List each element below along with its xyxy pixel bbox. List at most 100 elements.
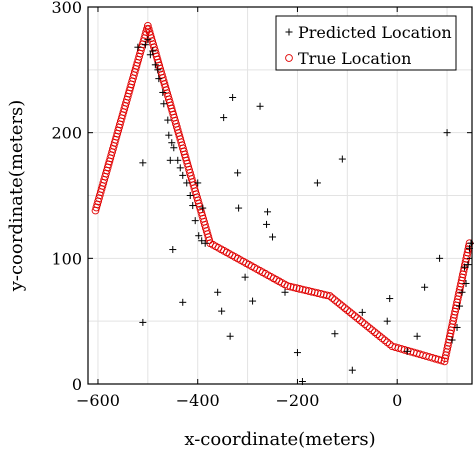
predicted-location-point [443, 129, 451, 137]
predicted-location-point [462, 279, 470, 287]
true-location-point [338, 302, 347, 310]
legend-label-true: True Location [298, 49, 411, 68]
true-location-point [304, 287, 313, 295]
true-location-point [380, 336, 389, 345]
x-tick-label: −400 [176, 391, 220, 410]
predicted-location-point [448, 336, 456, 344]
legend-circle-icon [285, 54, 293, 62]
axis-ticks: −600 −400 −200 0 0 100 200 300 [51, 0, 472, 410]
predicted-location-point [421, 283, 429, 291]
y-tick-label: 100 [51, 249, 82, 268]
true-location-point [340, 304, 349, 312]
predicted-location-point [269, 233, 277, 241]
true-location-point [363, 322, 372, 331]
true-location-point [333, 298, 342, 306]
true-location-point [370, 328, 379, 337]
predicted-location-point [453, 323, 461, 331]
true-location-point [345, 308, 354, 316]
predicted-location-point [293, 349, 301, 357]
predicted-location-point [139, 159, 147, 167]
legend-box [275, 15, 457, 71]
predicted-location-point [186, 192, 194, 199]
predicted-location-point [174, 156, 182, 164]
predicted-location-point [151, 61, 159, 69]
predicted-location-point [165, 131, 173, 139]
predicted-location-point [263, 220, 271, 228]
true-location-point [331, 296, 339, 304]
predicted-location-point [220, 114, 228, 122]
legend-marker-predicted [285, 28, 293, 36]
true-location-point [358, 318, 367, 327]
predicted-location-point [189, 202, 197, 210]
legend-plus-icon [285, 28, 293, 36]
predicted-location-point [194, 179, 202, 187]
predicted-location-point [241, 273, 249, 281]
true-location-point [319, 290, 328, 299]
predicted-location-point [331, 330, 339, 338]
true-location-point [343, 306, 352, 314]
predicted-location-point [348, 366, 356, 374]
true-location-point [335, 300, 344, 308]
true-location-point [286, 282, 295, 291]
true-location-point [368, 326, 377, 335]
predicted-location-point [146, 51, 154, 59]
predicted-location-point [168, 139, 176, 147]
true-location-point [350, 312, 359, 320]
predicted-location-point [191, 217, 199, 225]
predicted-location-point [139, 318, 147, 326]
true-location-point [378, 334, 387, 343]
true-location-point [355, 316, 364, 325]
predicted-location-point [256, 102, 264, 110]
true-location-point [295, 285, 304, 293]
true-location-point [348, 310, 357, 318]
true-location-point [289, 283, 298, 292]
predicted-location-point [464, 261, 472, 269]
y-axis-label: y-coordinate(meters) [6, 100, 27, 293]
predicted-location-point [229, 93, 237, 101]
true-location-point [360, 320, 369, 329]
y-tick-label: 300 [51, 0, 82, 17]
true-location-point [328, 294, 337, 302]
legend-label-predicted: Predicted Location [298, 23, 452, 42]
predicted-location-point [144, 36, 152, 44]
predicted-location-point [467, 239, 474, 247]
true-location-point [437, 356, 446, 365]
predicted-location-point [134, 43, 142, 51]
predicted-location-point [218, 307, 226, 315]
true-location-point [373, 330, 382, 339]
predicted-location-point [264, 208, 272, 216]
predicted-location-point [226, 332, 234, 340]
predicted-location-point [169, 246, 177, 254]
x-tick-label: −600 [76, 391, 120, 410]
true-location-point [283, 282, 292, 290]
predicted-location-point [155, 75, 163, 83]
predicted-location-point [166, 156, 174, 164]
series-true-location [91, 22, 474, 366]
x-axis-label: x-coordinate(meters) [184, 429, 375, 450]
true-location-point [365, 324, 374, 333]
predicted-location-point [154, 66, 162, 74]
true-location-point [301, 286, 310, 295]
plot-frame [87, 6, 473, 385]
predicted-location-point [458, 288, 466, 296]
predicted-location-point [141, 41, 149, 49]
x-tick-label: −200 [275, 391, 319, 410]
predicted-location-point [201, 239, 209, 247]
predicted-location-point [160, 100, 168, 108]
predicted-location-point [199, 204, 207, 212]
true-location-point [307, 287, 316, 296]
predicted-location-point [313, 179, 321, 187]
predicted-location-point [413, 332, 421, 340]
true-location-point [316, 290, 325, 298]
predicted-location-point [176, 164, 184, 172]
true-location-point [353, 314, 362, 323]
predicted-location-point [281, 288, 289, 296]
predicted-location-point [214, 288, 222, 296]
predicted-location-point [456, 302, 464, 310]
predicted-location-point [234, 169, 242, 177]
predicted-location-point [183, 179, 191, 187]
true-location-point [326, 292, 334, 300]
predicted-location-point [170, 144, 178, 152]
y-tick-label: 200 [51, 124, 82, 143]
predicted-location-point [235, 204, 243, 212]
